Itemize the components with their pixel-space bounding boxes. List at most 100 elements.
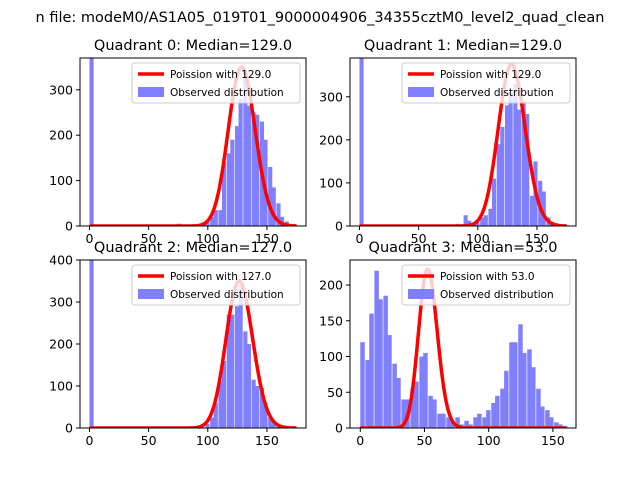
x-tick-label: 0 bbox=[85, 433, 93, 448]
x-tick-label: 50 bbox=[141, 433, 157, 448]
legend-hist-label: Observed distribution bbox=[440, 289, 554, 301]
histogram-bar bbox=[251, 112, 256, 226]
quadrant-0-panel: 0 50 100 150 0 100 200 300 Quadrant 0: Median=12… bbox=[49, 38, 307, 246]
histogram-bar bbox=[218, 210, 223, 226]
histogram-bar bbox=[369, 313, 374, 428]
histogram-bar bbox=[89, 58, 94, 226]
quadrant-0-title: Quadrant 0: Median=129.0 bbox=[94, 38, 292, 54]
histogram-bar bbox=[428, 395, 433, 428]
histogram-bar bbox=[491, 402, 496, 428]
y-tick-label: 0 bbox=[335, 219, 343, 234]
x-tick-label: 100 bbox=[477, 433, 501, 448]
legend-hist-swatch bbox=[138, 87, 164, 97]
y-tick-label: 300 bbox=[49, 82, 73, 97]
histogram-bar bbox=[396, 377, 401, 428]
quadrant-2-panel: 0 50 100 150 0 100 200 300 400 Quadrant 2: Median… bbox=[49, 240, 307, 448]
histogram-bar bbox=[243, 331, 248, 428]
x-tick-label: 150 bbox=[525, 231, 549, 246]
legend-box bbox=[401, 62, 571, 104]
histogram-bar bbox=[437, 413, 442, 428]
legend-fit-label: Poission with 129.0 bbox=[170, 69, 271, 81]
histogram-bar bbox=[414, 381, 419, 428]
histogram-bar bbox=[529, 195, 534, 226]
histogram-bar bbox=[392, 363, 397, 428]
histogram-bar bbox=[255, 114, 260, 226]
histogram-bar bbox=[527, 349, 532, 428]
histogram-bar bbox=[450, 420, 455, 428]
histogram-bar bbox=[446, 417, 451, 428]
y-tick-label: 300 bbox=[319, 89, 343, 104]
y-tick-label: 200 bbox=[319, 132, 343, 147]
quadrant-2-title: Quadrant 2: Median=127.0 bbox=[94, 240, 292, 256]
histogram-bar bbox=[410, 388, 415, 428]
histogram-bar bbox=[464, 420, 469, 428]
histogram-bar bbox=[500, 126, 505, 226]
x-tick-label: 100 bbox=[466, 231, 490, 246]
y-tick-label: 0 bbox=[65, 421, 73, 436]
histogram-bar bbox=[387, 335, 392, 428]
histogram-bar bbox=[210, 417, 215, 428]
legend-hist-swatch bbox=[408, 289, 434, 299]
histogram-bar bbox=[513, 342, 518, 428]
histogram-bar bbox=[255, 386, 260, 428]
histogram-bar bbox=[401, 399, 406, 428]
histogram-bar bbox=[505, 105, 510, 226]
histogram-bar bbox=[221, 162, 227, 226]
histogram-bar bbox=[486, 410, 491, 428]
histogram-bar bbox=[545, 410, 550, 428]
legend-fit-label: Poission with 127.0 bbox=[170, 271, 271, 283]
y-tick-label: 100 bbox=[49, 379, 73, 394]
legend-fit-label: Poission with 53.0 bbox=[440, 271, 535, 283]
x-tick-label: 50 bbox=[417, 433, 433, 448]
histogram-bar bbox=[525, 114, 530, 226]
histogram-bar bbox=[475, 222, 480, 226]
x-tick-label: 0 bbox=[85, 231, 93, 246]
histogram-bar bbox=[226, 153, 231, 226]
y-tick-label: 100 bbox=[49, 173, 73, 188]
y-tick-label: 150 bbox=[319, 313, 343, 328]
histogram-bar bbox=[226, 314, 231, 428]
histogram-bar bbox=[480, 217, 485, 226]
histogram-bar bbox=[558, 424, 563, 428]
x-tick-label: 100 bbox=[196, 433, 220, 448]
legend-box bbox=[131, 264, 301, 306]
quadrant-1-axes-frame bbox=[349, 57, 577, 227]
histogram-bar bbox=[205, 423, 210, 428]
histogram-bar bbox=[205, 221, 210, 226]
histogram-bar bbox=[246, 344, 251, 428]
y-tick-label: 200 bbox=[49, 128, 73, 143]
x-tick-label: 150 bbox=[541, 433, 565, 448]
y-tick-label: 0 bbox=[65, 219, 73, 234]
histogram-bar bbox=[230, 314, 235, 428]
histogram-bar bbox=[455, 417, 460, 428]
histogram-bar bbox=[504, 370, 509, 428]
histogram-bar bbox=[221, 360, 227, 428]
legend-hist-swatch bbox=[138, 289, 164, 299]
histogram-bar bbox=[259, 388, 264, 428]
histogram-bar bbox=[516, 109, 521, 226]
histogram-bar bbox=[536, 388, 541, 428]
legend-hist-label: Observed distribution bbox=[170, 289, 284, 301]
histogram-bar bbox=[271, 187, 276, 226]
y-tick-label: 200 bbox=[49, 337, 73, 352]
histogram-bar bbox=[441, 413, 446, 428]
histogram-bar bbox=[541, 191, 546, 226]
x-tick-label: 50 bbox=[141, 231, 157, 246]
histogram-bar bbox=[432, 399, 437, 428]
histogram-bar bbox=[238, 285, 243, 428]
histogram-bar bbox=[549, 417, 554, 428]
histogram-bar bbox=[383, 295, 388, 428]
histogram-bar bbox=[89, 260, 94, 428]
histogram-bar bbox=[467, 220, 472, 226]
histogram-bar bbox=[500, 388, 505, 428]
x-tick-label: 0 bbox=[356, 433, 364, 448]
histogram-bar bbox=[482, 417, 487, 428]
histogram-bar bbox=[235, 306, 240, 428]
histogram-bar bbox=[230, 139, 235, 226]
histogram-bar bbox=[513, 83, 518, 226]
figure-title: n file: modeM0/AS1A05_019T01_9000004906_… bbox=[36, 10, 605, 26]
quadrant-3-panel: 0 50 100 150 0 50 100 150 200 Quadrant 3: Median=… bbox=[319, 240, 577, 448]
histogram-bar bbox=[246, 105, 251, 226]
histogram-bar bbox=[359, 58, 364, 226]
